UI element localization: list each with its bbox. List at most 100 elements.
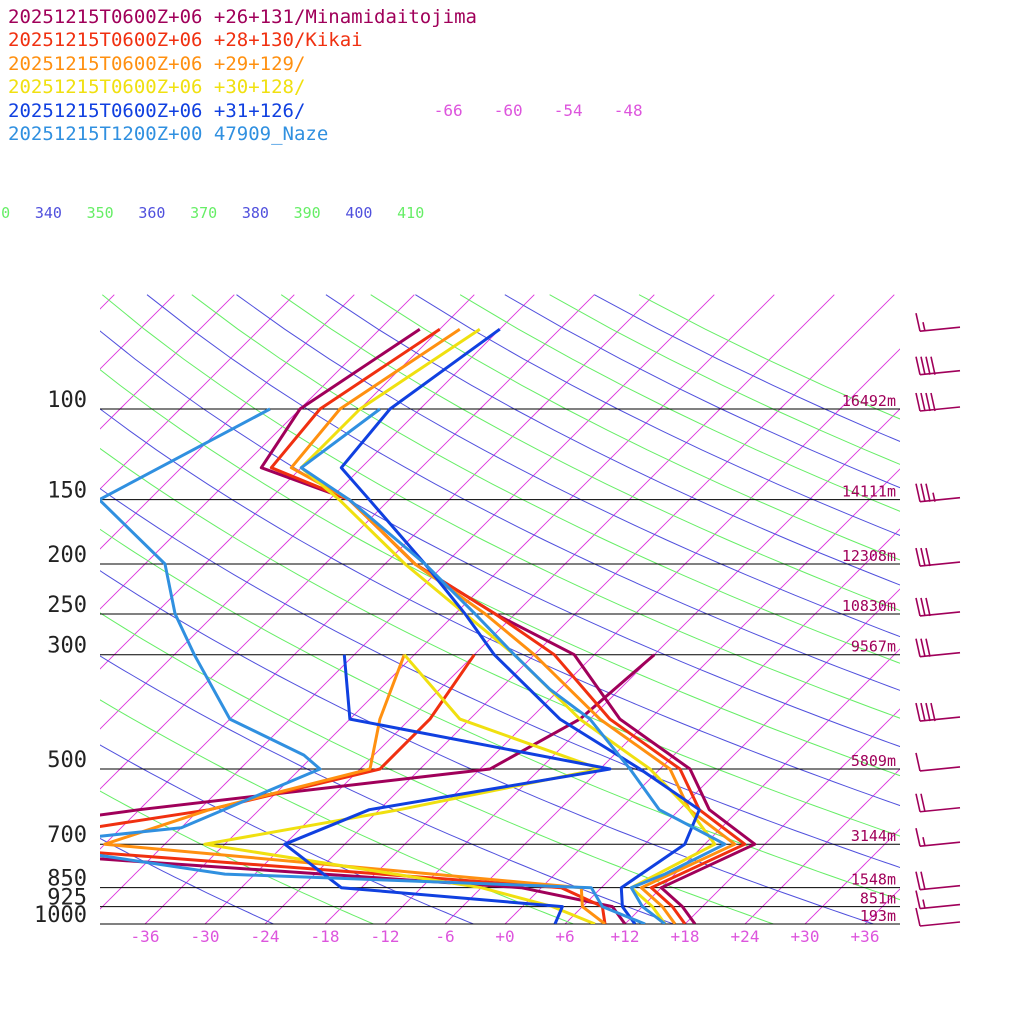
isotherm-line — [100, 294, 595, 790]
theta-label: 390 — [294, 204, 321, 222]
theta-label: 330 — [0, 204, 10, 222]
wind-barbs — [915, 313, 961, 927]
isotherm-line — [204, 294, 835, 924]
dry-adiabat-line — [100, 612, 774, 924]
height-label: 16492m — [842, 392, 896, 410]
wind-barb — [915, 702, 961, 722]
isotherm-line — [100, 294, 715, 910]
theta-label: 340 — [35, 204, 62, 222]
legend: 20251215T0600Z+06 +26+131/Minamidaitojim… — [8, 6, 477, 146]
dry-adiabat-line — [100, 528, 900, 901]
temperature-tick-label: +36 — [851, 927, 880, 946]
dry-adiabat-line — [191, 294, 900, 664]
temperature-tick-label: -30 — [191, 927, 220, 946]
isotherm-label: -48 — [614, 101, 643, 120]
temperature-profile — [299, 327, 717, 924]
height-label: 1548m — [851, 871, 896, 889]
isotherm-line — [100, 294, 415, 610]
dry-adiabat-line — [100, 790, 374, 924]
dry-adiabat-line — [100, 408, 900, 807]
isotherm-line — [264, 294, 895, 924]
temperature-tick-label: -6 — [435, 927, 454, 946]
dewpoint-profile — [103, 654, 606, 924]
temperature-tick-label: +18 — [671, 927, 700, 946]
height-label: 193m — [860, 907, 896, 925]
sounding-profiles — [100, 327, 757, 924]
temperature-tick-label: -36 — [131, 927, 160, 946]
height-label: 10830m — [842, 597, 896, 615]
temperature-tick-label: -12 — [371, 927, 400, 946]
temperature-tick-label: -24 — [251, 927, 280, 946]
theta-label: 360 — [138, 204, 165, 222]
isotherm-line — [0, 295, 54, 924]
wind-barb — [915, 313, 961, 333]
wind-barb — [915, 547, 961, 567]
dry-adiabat-line — [594, 294, 900, 443]
isotherm-label: -60 — [494, 101, 523, 120]
temperature-tick-label: +6 — [555, 927, 574, 946]
wind-barb — [915, 890, 961, 910]
wind-barb — [915, 356, 961, 376]
temperature-profile — [339, 327, 701, 924]
wind-barb — [915, 392, 961, 412]
pressure-tick-label: 1000 — [34, 903, 87, 928]
isotherm-line — [804, 828, 900, 924]
legend-entry: 20251215T0600Z+06 +31+126/ — [8, 99, 306, 122]
theta-label: 370 — [190, 204, 217, 222]
dry-adiabat-line — [325, 294, 900, 586]
dry-adiabat-line — [100, 447, 900, 837]
dry-adiabat-line — [100, 570, 874, 924]
height-label: 12308m — [842, 547, 896, 565]
height-label: 851m — [860, 890, 896, 908]
dry-adiabat-line — [100, 655, 674, 924]
dewpoint-profile — [100, 407, 646, 924]
pressure-tick-label: 850 — [47, 867, 87, 892]
isotherm-line — [925, 295, 1024, 924]
theta-label: 380 — [242, 204, 269, 222]
isotherm-line — [100, 294, 475, 670]
wind-barb — [915, 871, 961, 891]
wind-barb — [915, 483, 961, 503]
pressure-tick-label: 150 — [47, 479, 87, 504]
wind-barb — [915, 907, 961, 927]
dry-adiabat-line — [101, 294, 900, 719]
height-label: 9567m — [851, 638, 896, 656]
theta-label: 400 — [345, 204, 372, 222]
isotherm-line — [624, 648, 900, 924]
temperature-tick-label: +0 — [495, 927, 514, 946]
isotherm-line — [100, 294, 235, 430]
dry-adiabat-line — [280, 294, 900, 612]
theta-label: 410 — [397, 204, 424, 222]
dry-adiabat-line — [146, 294, 900, 691]
dry-adiabat-line — [100, 487, 900, 868]
dewpoint-profile — [283, 654, 612, 924]
dewpoint-profile — [100, 653, 607, 924]
legend-entry: 20251215T0600Z+06 +26+131/Minamidaitojim… — [8, 6, 477, 28]
height-label: 14111m — [842, 483, 896, 501]
legend-entry: 20251215T0600Z+06 +30+128/ — [8, 76, 306, 99]
dry-adiabat-line — [100, 837, 274, 924]
height-label: 5809m — [851, 752, 896, 770]
legend-entry: 20251215T1200Z+00 47909_Naze — [8, 123, 329, 146]
wind-barb — [915, 597, 961, 617]
height-label: 3144m — [851, 827, 896, 845]
isobar-lines — [100, 408, 900, 925]
dry-adiabat-line — [549, 294, 900, 465]
dry-adiabat-line — [100, 744, 474, 924]
pressure-tick-label: 250 — [47, 593, 87, 618]
pressure-tick-label: 500 — [47, 748, 87, 773]
isotherm-line — [985, 295, 1024, 924]
legend-entry: 20251215T0600Z+06 +28+130/Kikai — [8, 29, 363, 52]
dry-adiabat-line — [236, 294, 900, 638]
wind-barb — [915, 828, 961, 848]
wind-barb — [915, 638, 961, 658]
isotherm-line — [324, 348, 900, 924]
isotherm-line — [684, 708, 900, 924]
legend-entry: 20251215T0600Z+06 +29+129/ — [8, 52, 306, 75]
theta-label: 350 — [87, 204, 114, 222]
isotherm-line — [564, 588, 900, 924]
temperature-tick-label: +30 — [791, 927, 820, 946]
isotherm-line — [744, 768, 900, 924]
